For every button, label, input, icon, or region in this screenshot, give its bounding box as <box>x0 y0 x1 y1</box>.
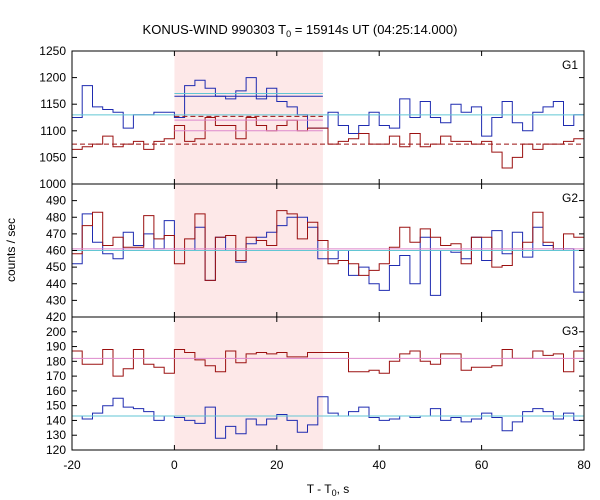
x-tick-label: 40 <box>373 458 387 472</box>
y-tick-label: 490 <box>46 194 66 208</box>
chart-title: KONUS-WIND 990303 T0 = 15914s UT (04:25:… <box>143 22 458 39</box>
y-tick-label: 130 <box>46 428 66 442</box>
y-tick-label: 470 <box>46 227 66 241</box>
x-axis-label-subscript: 0 <box>332 488 337 498</box>
panel-plot <box>72 349 584 439</box>
y-tick-label: 190 <box>46 340 66 354</box>
x-axis-label-suffix: , s <box>337 482 350 496</box>
panel-plot <box>72 77 584 169</box>
y-tick-label: 420 <box>46 310 66 324</box>
x-tick-label: 60 <box>475 458 489 472</box>
panel-g2: 420 430 440 450 460 470 480 490 G2 <box>46 183 585 324</box>
x-tick-label: 20 <box>270 458 284 472</box>
histogram-red-g3 <box>72 349 584 377</box>
y-tick-label: 1100 <box>40 124 66 138</box>
y-tick-label: 150 <box>46 399 66 413</box>
x-tick-label: 80 <box>577 458 591 472</box>
chart-title-suffix: = 15914s UT (04:25:14.000) <box>291 22 457 37</box>
y-tick-label: 160 <box>46 384 66 398</box>
y-tick-label: 1250 <box>39 44 66 58</box>
histogram-blue-g2 <box>72 213 584 296</box>
panel-name: G1 <box>562 58 578 72</box>
x-axis-label-prefix: T - T <box>307 482 333 496</box>
plot-area: 100010501100115012001250G142043044045046… <box>39 44 591 472</box>
histogram-blue-g1 <box>72 77 584 137</box>
chart-title-prefix: KONUS-WIND 990303 T <box>143 22 287 37</box>
chart-title-subscript: 0 <box>286 29 291 39</box>
y-tick-label: 460 <box>46 244 66 258</box>
y-tick-label: 480 <box>46 210 66 224</box>
y-tick-label: 440 <box>46 277 66 291</box>
y-axis-label: counts / sec <box>4 218 18 282</box>
histogram-blue-g3 <box>72 396 584 439</box>
panel-plot <box>72 210 584 296</box>
y-tick-label: 170 <box>46 369 66 383</box>
y-tick-label: 1150 <box>40 97 66 111</box>
x-tick-label: -20 <box>63 458 81 472</box>
y-tick-label: 200 <box>46 325 66 339</box>
y-tick-label: 1050 <box>39 150 66 164</box>
y-tick-label: 140 <box>46 413 66 427</box>
y-tick-label: 120 <box>46 443 66 457</box>
panel-g1: 1000 1050 1100 1150 1200 1250 G1 <box>39 44 585 191</box>
y-tick-label: 430 <box>46 293 66 307</box>
histogram-red-g2 <box>72 210 584 281</box>
panel-name: G2 <box>562 191 578 205</box>
x-tick-label: 0 <box>171 458 178 472</box>
shaded-interval <box>174 317 323 450</box>
panel-frame <box>71 316 585 451</box>
y-tick-label: 1000 <box>39 177 66 191</box>
y-tick-label: 1200 <box>39 71 66 85</box>
y-tick-label: 450 <box>46 260 66 274</box>
y-tick-label: 180 <box>46 354 66 368</box>
panel-name: G3 <box>562 324 578 338</box>
x-axis-label: T - T0, s <box>307 482 350 498</box>
